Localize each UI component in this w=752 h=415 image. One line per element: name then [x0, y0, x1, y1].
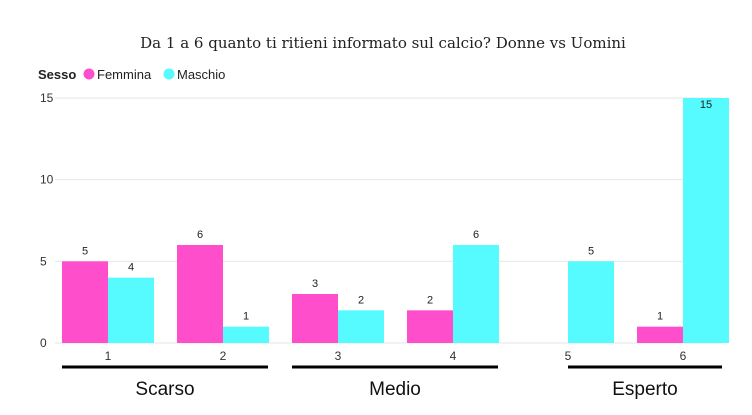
- bar-femmina-4[interactable]: [407, 310, 453, 343]
- data-label: 2: [427, 294, 433, 306]
- legend-label-maschio[interactable]: Maschio: [177, 67, 225, 82]
- chart-title: Da 1 a 6 quanto ti ritieni informato sul…: [140, 34, 626, 52]
- data-label: 5: [82, 245, 88, 257]
- legend-marker-maschio: [163, 68, 175, 80]
- bar-maschio-1[interactable]: [108, 277, 154, 343]
- bar-maschio-4[interactable]: [453, 245, 499, 343]
- y-tick-label: 10: [40, 173, 54, 187]
- y-tick-label: 5: [40, 254, 47, 268]
- y-tick-label: 15: [40, 91, 54, 105]
- bar-femmina-1[interactable]: [62, 261, 108, 343]
- x-tick-label: 3: [335, 349, 342, 363]
- data-label: 3: [312, 278, 318, 290]
- x-tick-label: 5: [565, 349, 572, 363]
- bar-femmina-6[interactable]: [637, 326, 683, 343]
- group-label-medio: Medio: [369, 379, 421, 400]
- legend-marker-femmina: [83, 68, 95, 80]
- data-label: 15: [700, 99, 712, 111]
- x-tick-label: 6: [680, 349, 687, 363]
- legend-label-femmina[interactable]: Femmina: [97, 67, 152, 82]
- legend: Sesso Femmina Maschio: [38, 67, 225, 82]
- category-groups: Scarso Medio Esperto: [62, 365, 722, 400]
- group-label-scarso: Scarso: [135, 379, 194, 400]
- gridlines: [55, 97, 722, 344]
- bar-maschio-2[interactable]: [223, 326, 269, 343]
- bar-femmina-3[interactable]: [292, 294, 338, 343]
- data-label: 1: [657, 311, 663, 323]
- data-labels: 5 4 6 1 3 2 2 6 5 1 15: [82, 99, 712, 323]
- bar-femmina-2[interactable]: [177, 245, 223, 343]
- bar-maschio-3[interactable]: [338, 310, 384, 343]
- data-label: 2: [358, 294, 364, 306]
- bar-maschio-6[interactable]: [683, 98, 729, 343]
- x-axis: 1 2 3 4 5 6: [105, 349, 687, 363]
- x-tick-label: 4: [450, 349, 457, 363]
- bars: [62, 98, 729, 343]
- data-label: 6: [197, 229, 203, 241]
- data-label: 6: [473, 229, 479, 241]
- x-tick-label: 2: [220, 349, 227, 363]
- group-label-esperto: Esperto: [612, 379, 677, 400]
- data-label: 1: [243, 311, 249, 323]
- x-tick-label: 1: [105, 349, 112, 363]
- data-label: 4: [128, 262, 134, 274]
- y-axis: 0 5 10 15: [40, 91, 54, 350]
- bar-maschio-5[interactable]: [568, 261, 614, 343]
- y-tick-label: 0: [40, 336, 47, 350]
- legend-title: Sesso: [38, 67, 76, 82]
- data-label: 5: [588, 245, 594, 257]
